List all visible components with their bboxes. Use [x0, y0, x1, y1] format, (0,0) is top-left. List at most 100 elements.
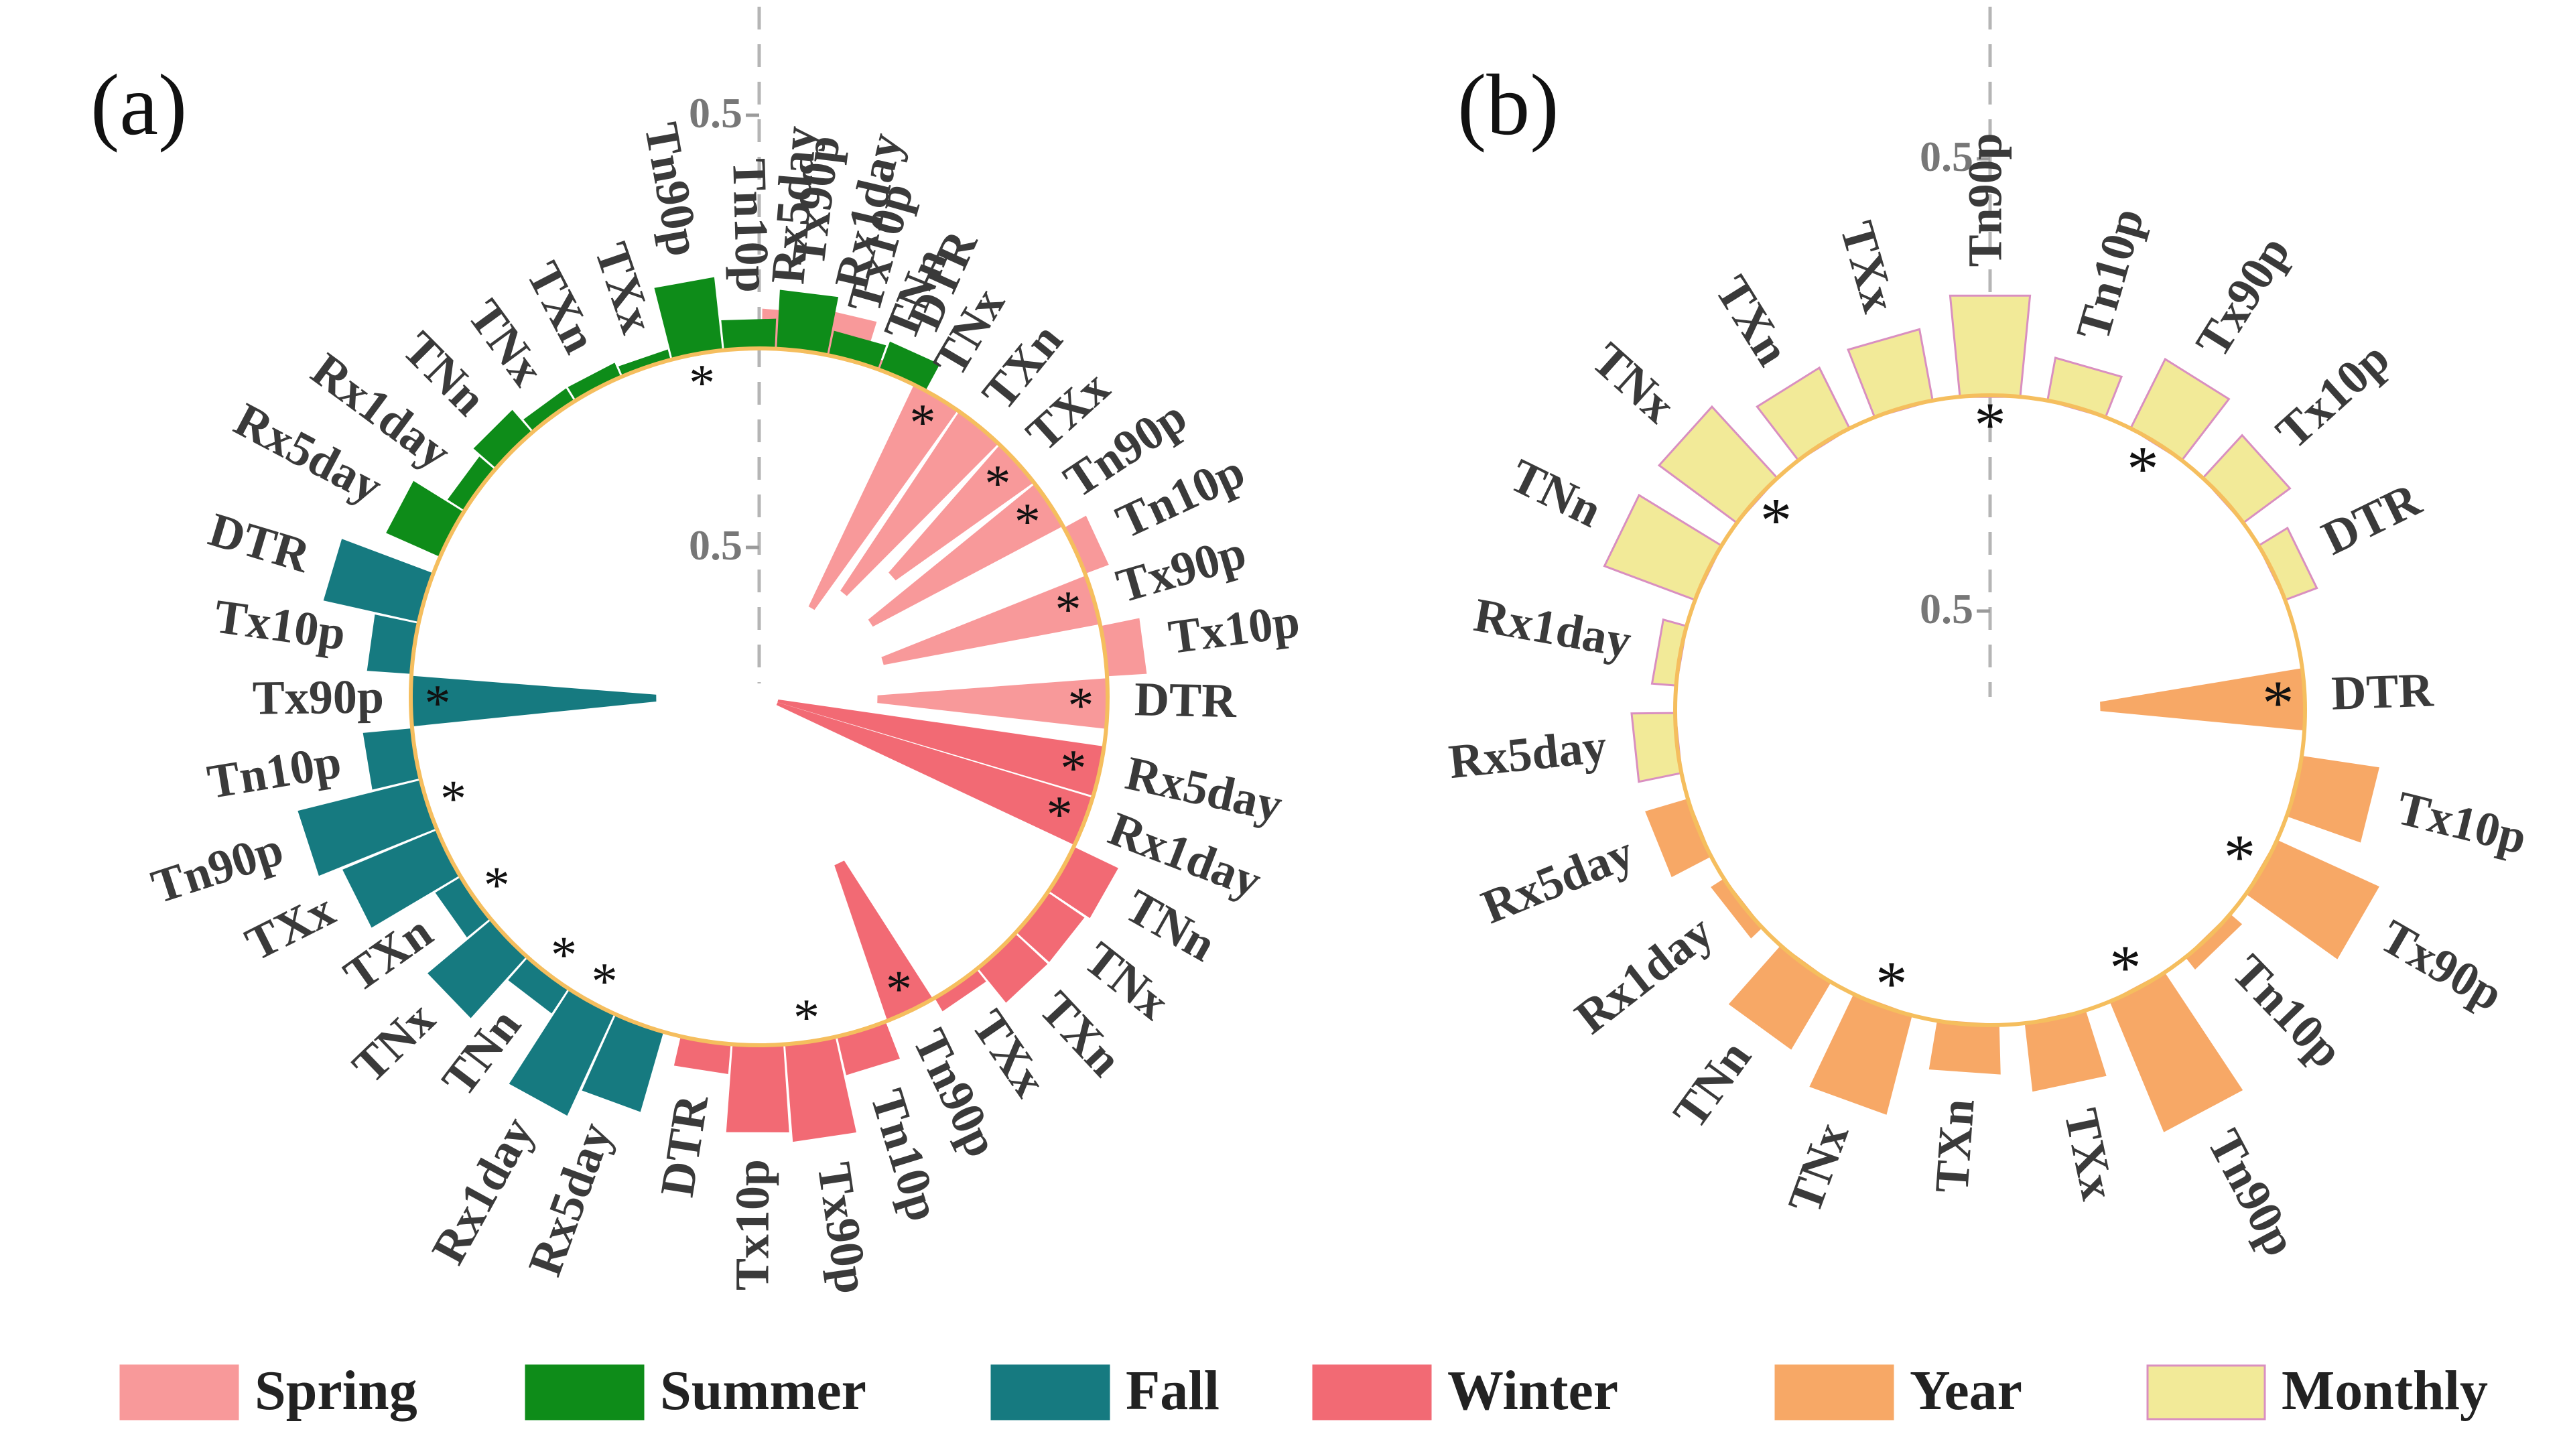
pa-significance-marker: *	[793, 988, 819, 1046]
legend-swatch-summer	[525, 1364, 645, 1420]
pa-significance-marker: *	[1060, 738, 1086, 797]
pb-bar-year-rx1day	[1711, 878, 1764, 939]
pb-bar-year-tn10p	[2184, 913, 2243, 970]
pa-significance-marker: *	[689, 353, 715, 411]
pb-label-year-tx90p: Tx90p	[2371, 909, 2512, 1021]
pb-label-monthly-rx1day: Rx1day	[1470, 588, 1635, 668]
pa-significance-marker: *	[1047, 785, 1073, 844]
pb-label-year-dtr: DTR	[2330, 663, 2435, 720]
pa-bar-summer-tnx	[523, 388, 575, 432]
pb-bar-year-txn	[1928, 1020, 2001, 1075]
pa-bar-summer-tx90p	[777, 289, 839, 356]
pb-label-monthly-tx90p: Tx90p	[2185, 226, 2300, 367]
pa-bar-fall-tnx	[428, 919, 527, 1018]
pa-label-fall-txx: TXx	[237, 882, 342, 972]
legend-label-year: Year	[1910, 1360, 2022, 1422]
pa-label-fall-tn90p: Tn90p	[145, 821, 289, 914]
pb-label-year-rx1day: Rx1day	[1565, 905, 1723, 1044]
pa-significance-marker: *	[592, 951, 618, 1010]
legend-swatch-fall	[990, 1364, 1110, 1420]
pa-label-fall-tx90p: Tx90p	[252, 669, 384, 724]
panel-a-title: (a)	[90, 57, 187, 153]
pa-label-spring-tx10p: Tx10p	[1165, 594, 1303, 664]
pb-label-year-txx: TXx	[2054, 1104, 2125, 1205]
pa-significance-marker: *	[1014, 492, 1041, 551]
pa-bar-winter-tx10p	[726, 1043, 789, 1133]
panel-b-radial-chart: (b) 0.50.5*******DTRTx10pTx90pTn10pTn90p…	[1446, 7, 2532, 1264]
panel-b-title: (b)	[1457, 57, 1559, 153]
pa-label-fall-tnn: TNn	[432, 998, 531, 1106]
pb-bars: *******	[1603, 294, 2379, 1132]
legend: Spring Summer Fall Winter Year Monthly	[119, 1360, 2488, 1422]
pa-bar-summer-tn10p	[721, 318, 777, 352]
pb-significance-marker: *	[1974, 389, 2006, 460]
pb-label-monthly-tnn: TNn	[1502, 448, 1610, 537]
legend-label-monthly: Monthly	[2282, 1360, 2488, 1422]
pa-significance-marker: *	[551, 925, 577, 984]
pa-baseline-ring	[409, 346, 1110, 1047]
pa-label-winter-dtr: DTR	[650, 1091, 719, 1201]
pb-label-year-tnn: TNn	[1663, 1031, 1762, 1138]
pb-significance-marker: *	[2262, 667, 2294, 738]
pb-label-monthly-tnx: TNx	[1582, 332, 1686, 433]
pb-bar-monthly-tnn	[1603, 493, 1723, 602]
pa-label-spring-dtr: DTR	[1134, 672, 1238, 728]
legend-swatch-winter	[1312, 1364, 1432, 1420]
pa-label-fall-tnx: TNx	[342, 992, 445, 1094]
pb-label-monthly-txn: TXn	[1705, 267, 1800, 375]
pa-label-summer-tn90p: Tn90p	[635, 119, 711, 260]
legend-label-fall: Fall	[1126, 1360, 1220, 1422]
pa-labels: Rx5dayRx1dayTNnTNxTXnTXxTn90pTn10pTx90pT…	[145, 119, 1303, 1297]
pb-label-monthly-tn10p: Tn10p	[2066, 202, 2154, 346]
pa-label-fall-tn10p: Tn10p	[204, 734, 344, 809]
pa-significance-marker: *	[984, 454, 1010, 513]
pb-significance-marker: *	[2127, 433, 2159, 504]
legend-label-summer: Summer	[660, 1360, 866, 1422]
pb-label-monthly-dtr: DTR	[2314, 472, 2430, 566]
pb-bar-monthly-tx10p	[2201, 434, 2292, 525]
pa-significance-marker: *	[1067, 676, 1094, 734]
pa-label-fall-dtr: DTR	[203, 503, 317, 583]
pb-label-year-tx10p: Tx10p	[2391, 781, 2532, 864]
pb-label-monthly-txx: TXx	[1830, 216, 1906, 318]
legend-label-winter: Winter	[1447, 1360, 1618, 1422]
pa-bar-winter-txx	[934, 968, 986, 1012]
legend-label-spring: Spring	[255, 1360, 417, 1422]
pa-label-winter-tx90p: Tx90p	[807, 1159, 879, 1297]
pb-significance-marker: *	[1760, 484, 1792, 555]
pb-baseline-ring	[1673, 393, 2307, 1027]
pb-significance-marker: *	[2109, 932, 2142, 1003]
pa-label-spring-rx5day: Rx5day	[761, 124, 827, 286]
pa-label-winter-tx10p: Tx10p	[725, 1159, 779, 1290]
pb-tick-label-1: 0.5	[1920, 133, 1973, 180]
pa-tick-label-2: 0.5	[689, 521, 742, 569]
pb-label-monthly-rx5day: Rx5day	[1446, 719, 1609, 789]
pb-bar-monthly-txn	[1756, 366, 1851, 462]
pb-label-monthly-tn90p: Tn90p	[1958, 133, 2012, 267]
pb-label-year-rx5day: Rx5day	[1474, 825, 1641, 934]
legend-swatch-year	[1774, 1364, 1894, 1420]
pa-significance-marker: *	[484, 856, 510, 914]
panel-a-radial-chart: (a) 0.50.5***************Rx5dayRx1dayTNn…	[90, 7, 1303, 1297]
pa-label-fall-txn: TXn	[334, 905, 442, 1002]
pb-bar-monthly-tn90p	[1949, 294, 2032, 398]
pa-label-summer-tn10p: Tn10p	[722, 157, 780, 293]
pa-significance-marker: *	[440, 769, 466, 828]
legend-swatch-spring	[119, 1364, 239, 1420]
pb-label-monthly-tx10p: Tx10p	[2266, 331, 2399, 459]
pa-bars: ***************	[298, 277, 1147, 1142]
pa-significance-marker: *	[909, 393, 935, 451]
legend-swatch-monthly	[2146, 1364, 2266, 1420]
pa-bar-winter-tn90p	[834, 860, 934, 1022]
pb-label-year-tn10p: Tn10p	[2222, 944, 2354, 1078]
pa-significance-marker: *	[1055, 580, 1081, 639]
pb-significance-marker: *	[2224, 821, 2256, 892]
pb-label-year-tn90p: Tn90p	[2197, 1121, 2308, 1264]
pb-tick-label-2: 0.5	[1920, 585, 1973, 633]
pa-significance-marker: *	[886, 959, 912, 1018]
pa-bar-summer-tn90p	[654, 277, 723, 360]
pb-bar-year-tnn	[1728, 944, 1832, 1050]
pa-bar-summer-rx5day	[386, 480, 465, 557]
pb-label-year-txn: TXn	[1924, 1097, 1985, 1194]
